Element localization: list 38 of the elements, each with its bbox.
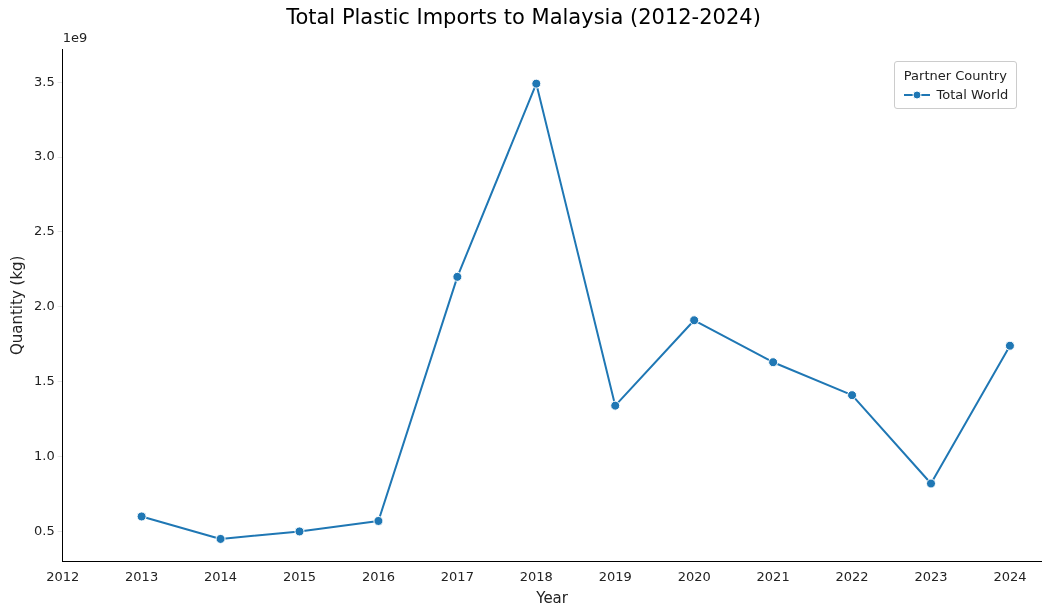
point [531,78,542,89]
x-tick-label: 2023 [914,568,948,584]
y-tick-label: 1.5 [33,373,55,389]
x-tick-label: 2012 [46,568,80,584]
x-tick-label: 2013 [125,568,159,584]
point [1004,340,1015,351]
y-tick-label: 0.5 [33,522,55,538]
y-tick-label: 2.5 [33,223,55,239]
x-tick-label: 2018 [519,568,553,584]
x-tick-label: 2021 [756,568,790,584]
x-tick-label: 2017 [440,568,474,584]
point [373,515,384,526]
point [768,357,779,368]
x-tick-label: 2015 [282,568,317,584]
chart-title: Total Plastic Imports to Malaysia (2012-2024) [285,5,761,30]
legend-label: Total World [936,87,1009,103]
y-axis-title: Quantity (kg) [7,255,26,356]
y-tick-label: 1.0 [33,447,55,463]
y-tick-label: 2.0 [33,298,55,314]
x-tick-label: 2022 [835,568,869,584]
point [294,526,305,537]
y-tick-label: 3.5 [33,73,55,89]
x-tick-label: 2024 [993,568,1027,584]
x-tick-label: 2019 [598,568,632,584]
y-tick-label: 3.0 [33,148,55,164]
x-tick-label: 2016 [361,568,395,584]
x-axis-title: Year [535,588,569,607]
point [215,533,226,544]
point [610,400,621,411]
point [925,478,936,489]
point [689,315,700,326]
point [136,511,147,522]
point [847,390,858,401]
x-tick-label: 2014 [204,568,238,584]
legend-title: Partner Country [902,68,1008,84]
x-tick-label: 2020 [677,568,711,584]
point [452,271,463,282]
text: 1e9 [62,30,88,46]
